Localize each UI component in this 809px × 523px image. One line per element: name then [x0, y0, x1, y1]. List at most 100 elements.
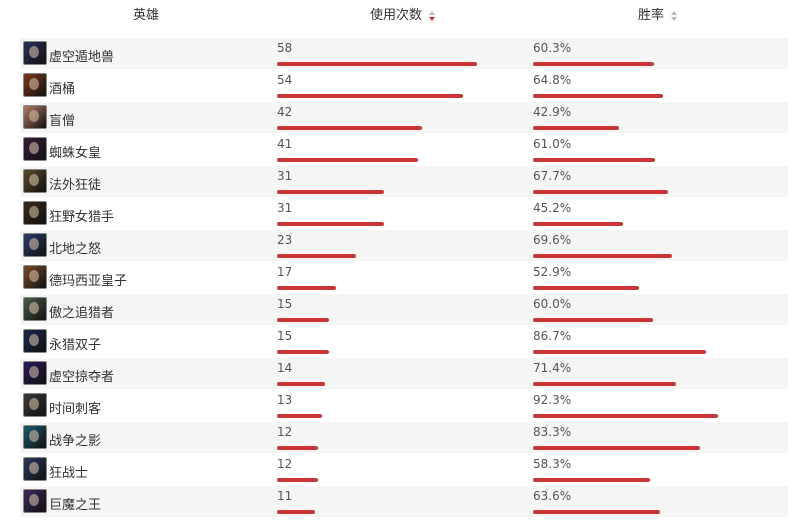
win-rate-value: 86.7%: [533, 329, 572, 343]
champion-portrait-icon[interactable]: [23, 361, 47, 385]
win-rate-value: 69.6%: [533, 233, 572, 247]
usage-bar: [277, 318, 329, 322]
hero-name[interactable]: 巨魔之王: [49, 498, 102, 513]
usage-bar: [277, 510, 315, 514]
win-rate-bar: [533, 158, 655, 162]
hero-name[interactable]: 德玛西亚皇子: [49, 274, 128, 289]
table-row[interactable]: 时间刺客 13 92.3%: [20, 390, 788, 422]
usage-count: 23: [277, 233, 293, 247]
usage-bar: [277, 190, 384, 194]
usage-bar: [277, 94, 463, 98]
champion-portrait-icon[interactable]: [23, 425, 47, 449]
champion-portrait-icon[interactable]: [23, 489, 47, 513]
win-rate-bar: [533, 94, 663, 98]
champion-portrait-icon[interactable]: [23, 457, 47, 481]
hero-name[interactable]: 战争之影: [49, 434, 102, 449]
usage-bar: [277, 62, 477, 66]
champion-portrait-icon[interactable]: [23, 233, 47, 257]
table-row[interactable]: 酒桶 54 64.8%: [20, 70, 788, 102]
usage-count: 54: [277, 73, 293, 87]
champion-portrait-icon[interactable]: [23, 137, 47, 161]
hero-name[interactable]: 虚空掠夺者: [49, 370, 115, 385]
table-row[interactable]: 盲僧 42 42.9%: [20, 102, 788, 134]
usage-bar: [277, 222, 384, 226]
win-rate-value: 45.2%: [533, 201, 572, 215]
usage-bar: [277, 350, 329, 354]
usage-bar: [277, 446, 318, 450]
usage-count: 13: [277, 393, 293, 407]
hero-name[interactable]: 盲僧: [49, 114, 76, 129]
win-rate-bar: [533, 446, 700, 450]
champion-portrait-icon[interactable]: [23, 393, 47, 417]
hero-name[interactable]: 傲之追猎者: [49, 306, 115, 321]
usage-count: 17: [277, 265, 293, 279]
win-rate-value: 58.3%: [533, 457, 572, 471]
win-rate-value: 71.4%: [533, 361, 572, 375]
win-rate-bar: [533, 222, 623, 226]
sort-arrows-icon[interactable]: [429, 10, 436, 23]
win-rate-value: 61.0%: [533, 137, 572, 151]
usage-count: 11: [277, 489, 293, 503]
champion-portrait-icon[interactable]: [23, 329, 47, 353]
hero-name[interactable]: 虚空遁地兽: [49, 50, 115, 65]
hero-name[interactable]: 北地之怒: [49, 242, 102, 257]
win-rate-value: 52.9%: [533, 265, 572, 279]
usage-count: 31: [277, 169, 293, 183]
table-row[interactable]: 巨魔之王 11 63.6%: [20, 486, 788, 518]
table-body: 虚空遁地兽 58 60.3% 酒桶 54 64.8% 盲僧 42 42.9% 蜘蛛女皇 41 61.0…: [20, 38, 788, 518]
win-rate-value: 60.0%: [533, 297, 572, 311]
win-rate-value: 64.8%: [533, 73, 572, 87]
hero-name[interactable]: 酒桶: [49, 82, 76, 97]
win-rate-bar: [533, 318, 653, 322]
usage-bar: [277, 254, 356, 258]
table-row[interactable]: 北地之怒 23 69.6%: [20, 230, 788, 262]
usage-bar: [277, 414, 322, 418]
champion-portrait-icon[interactable]: [23, 73, 47, 97]
champion-portrait-icon[interactable]: [23, 297, 47, 321]
win-rate-bar: [533, 478, 650, 482]
hero-name[interactable]: 永猎双子: [49, 338, 102, 353]
table-row[interactable]: 德玛西亚皇子 17 52.9%: [20, 262, 788, 294]
column-header-win-rate[interactable]: 胜率: [638, 4, 678, 23]
table-row[interactable]: 战争之影 12 83.3%: [20, 422, 788, 454]
win-rate-bar: [533, 510, 660, 514]
usage-count: 15: [277, 297, 293, 311]
column-header-uses[interactable]: 使用次数: [370, 4, 436, 23]
champion-portrait-icon[interactable]: [23, 201, 47, 225]
win-rate-bar: [533, 382, 676, 386]
table-row[interactable]: 狂战士 12 58.3%: [20, 454, 788, 486]
table-row[interactable]: 狂野女猎手 31 45.2%: [20, 198, 788, 230]
usage-bar: [277, 478, 318, 482]
hero-name[interactable]: 狂战士: [49, 466, 89, 481]
table-row[interactable]: 蜘蛛女皇 41 61.0%: [20, 134, 788, 166]
win-rate-bar: [533, 62, 654, 66]
hero-name[interactable]: 蜘蛛女皇: [49, 146, 102, 161]
win-rate-bar: [533, 190, 668, 194]
table-row[interactable]: 傲之追猎者 15 60.0%: [20, 294, 788, 326]
table-row[interactable]: 虚空掠夺者 14 71.4%: [20, 358, 788, 390]
column-header-win-rate-label: 胜率: [638, 8, 665, 23]
champion-portrait-icon[interactable]: [23, 105, 47, 129]
sort-arrows-icon[interactable]: [671, 10, 678, 23]
usage-bar: [277, 126, 422, 130]
win-rate-value: 67.7%: [533, 169, 572, 183]
champion-portrait-icon[interactable]: [23, 265, 47, 289]
win-rate-value: 42.9%: [533, 105, 572, 119]
usage-bar: [277, 286, 336, 290]
win-rate-value: 92.3%: [533, 393, 572, 407]
hero-stats-table: 英雄 使用次数 胜率 虚空遁地兽 58 60.3% 酒桶 54 64.8% 盲僧 42 42.9…: [20, 0, 788, 518]
table-row[interactable]: 永猎双子 15 86.7%: [20, 326, 788, 358]
table-row[interactable]: 虚空遁地兽 58 60.3%: [20, 38, 788, 70]
usage-bar: [277, 158, 418, 162]
usage-bar: [277, 382, 325, 386]
win-rate-bar: [533, 414, 718, 418]
hero-name[interactable]: 法外狂徒: [49, 178, 102, 193]
table-row[interactable]: 法外狂徒 31 67.7%: [20, 166, 788, 198]
usage-count: 58: [277, 41, 293, 55]
champion-portrait-icon[interactable]: [23, 169, 47, 193]
win-rate-value: 60.3%: [533, 41, 572, 55]
champion-portrait-icon[interactable]: [23, 41, 47, 65]
hero-name[interactable]: 时间刺客: [49, 402, 102, 417]
column-header-hero[interactable]: 英雄: [133, 8, 160, 23]
hero-name[interactable]: 狂野女猎手: [49, 210, 115, 225]
